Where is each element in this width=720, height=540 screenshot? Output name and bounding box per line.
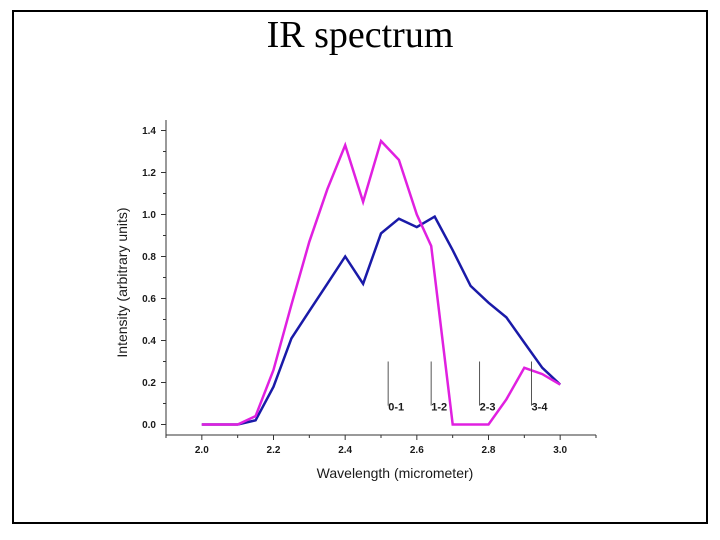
x-tick-label: 2.8	[482, 445, 496, 456]
transition-label: 3-4	[532, 402, 549, 414]
transition-label: 2-3	[480, 402, 496, 414]
y-tick-label: 1.0	[142, 210, 156, 221]
x-tick-label: 2.0	[195, 445, 209, 456]
series-line-1	[201, 214, 562, 426]
y-tick-label: 0.4	[142, 336, 156, 347]
transition-label: 1-2	[431, 402, 447, 414]
y-axis-label: Intensity (arbitrary units)	[114, 207, 130, 357]
series-line-2	[201, 138, 561, 426]
y-tick-label: 1.4	[142, 126, 156, 137]
y-tick-label: 0.0	[142, 420, 156, 431]
slide-title: IR spectrum	[266, 14, 454, 56]
y-tick-label: 0.2	[142, 378, 156, 389]
chart-transitions: 0-1 1-2 2-3 3-4	[387, 361, 549, 414]
slide-frame	[12, 10, 708, 524]
chart-series	[201, 138, 562, 426]
y-tick-label: 0.8	[142, 252, 156, 263]
y-tick-label: 1.2	[142, 168, 156, 179]
transition-label: 0-1	[388, 402, 404, 414]
x-tick-label: 2.6	[410, 445, 424, 456]
x-tick-label: 2.4	[338, 445, 352, 456]
y-tick-label: 0.6	[142, 294, 156, 305]
x-tick-label: 3.0	[553, 445, 567, 456]
x-axis-label: Wavelength (micrometer)	[317, 465, 474, 481]
chart-ticks: 0.0 0.2 0.4 0.6 0.8 1.0 1.2 1.4 2.0 2.2 2.4 2.6 2.8 3…	[142, 126, 597, 456]
x-tick-label: 2.2	[267, 445, 281, 456]
